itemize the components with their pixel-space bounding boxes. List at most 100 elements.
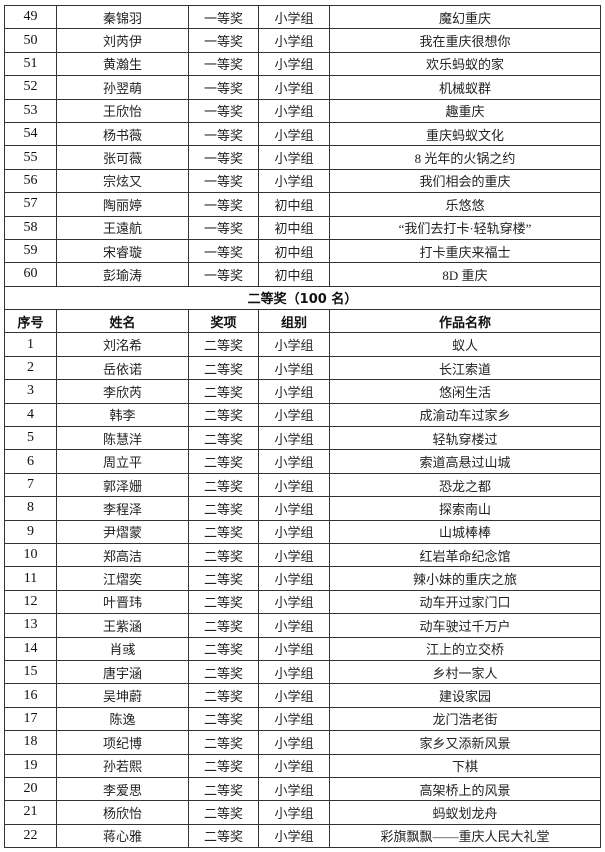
cell-name: 岳依诺 <box>56 355 189 381</box>
cell-no: 17 <box>4 706 57 732</box>
cell-work: 8 光年的火锅之约 <box>329 145 601 170</box>
cell-award: 二等奖 <box>188 636 259 661</box>
cell-no: 4 <box>4 402 57 428</box>
cell-no: 14 <box>4 636 57 661</box>
cell-no: 7 <box>4 472 57 498</box>
cell-no: 59 <box>4 238 57 264</box>
table-row: 18 项纪博 二等奖 小学组 家乡又添新风景 <box>4 730 601 755</box>
cell-work: 下棋 <box>329 753 601 778</box>
cell-name: 陈逸 <box>56 706 189 732</box>
cell-name: 郭泽姗 <box>56 472 189 498</box>
cell-award: 一等奖 <box>188 145 259 170</box>
cell-work: 轻轨穿楼过 <box>329 426 601 451</box>
table-row: 13 王紫涵 二等奖 小学组 动车驶过千万户 <box>4 613 601 638</box>
award-table: 49 秦锦羽 一等奖 小学组 魔幻重庆 50 刘芮伊 一等奖 小学组 我在重庆很想你 51 黄瀚生 一等… <box>4 4 601 849</box>
cell-award: 二等奖 <box>188 800 259 825</box>
cell-group: 小学组 <box>258 683 330 708</box>
header-name: 姓名 <box>56 309 189 334</box>
cell-award: 二等奖 <box>188 519 259 544</box>
table-row: 51 黄瀚生 一等奖 小学组 欢乐蚂蚁的家 <box>4 51 601 77</box>
cell-work: 山城棒棒 <box>329 519 601 544</box>
cell-name: 吴坤蔚 <box>56 683 189 708</box>
table-row: 54 杨书薇 一等奖 小学组 重庆蚂蚁文化 <box>4 121 601 147</box>
cell-name: 尹熠蒙 <box>56 519 189 544</box>
cell-work: 我们相会的重庆 <box>329 168 601 194</box>
cell-no: 53 <box>4 98 57 123</box>
cell-work: 欢乐蚂蚁的家 <box>329 51 601 77</box>
cell-work: 蚁人 <box>329 332 601 357</box>
cell-name: 杨欣怡 <box>56 800 189 825</box>
cell-name: 孙翌萌 <box>56 75 189 100</box>
cell-no: 60 <box>4 262 57 287</box>
cell-award: 一等奖 <box>188 98 259 123</box>
cell-award: 二等奖 <box>188 496 259 521</box>
cell-award: 一等奖 <box>188 168 259 194</box>
table-row: 6 周立平 二等奖 小学组 索道高悬过山城 <box>4 449 601 474</box>
cell-group: 小学组 <box>258 613 330 638</box>
table-row: 55 张可薇 一等奖 小学组 8 光年的火锅之约 <box>4 145 601 170</box>
cell-no: 15 <box>4 659 57 685</box>
cell-name: 孙若熙 <box>56 753 189 778</box>
table-row: 12 叶晋玮 二等奖 小学组 动车开过家门口 <box>4 589 601 615</box>
cell-group: 小学组 <box>258 706 330 732</box>
cell-no: 49 <box>4 4 57 30</box>
cell-award: 二等奖 <box>188 683 259 708</box>
cell-group: 小学组 <box>258 776 330 802</box>
cell-work: 恐龙之都 <box>329 472 601 498</box>
cell-no: 18 <box>4 730 57 755</box>
cell-work: 红岩革命纪念馆 <box>329 542 601 568</box>
table-row: 52 孙翌萌 一等奖 小学组 机械蚁群 <box>4 75 601 100</box>
header-group: 组别 <box>258 309 330 334</box>
table-row: 20 李爱思 二等奖 小学组 高架桥上的风景 <box>4 776 601 802</box>
table-row: 10 郑高洁 二等奖 小学组 红岩革命纪念馆 <box>4 542 601 568</box>
cell-group: 初中组 <box>258 262 330 287</box>
cell-group: 初中组 <box>258 215 330 240</box>
cell-group: 小学组 <box>258 355 330 381</box>
cell-group: 小学组 <box>258 636 330 661</box>
cell-name: 宗炫又 <box>56 168 189 194</box>
cell-group: 小学组 <box>258 379 330 404</box>
cell-group: 小学组 <box>258 589 330 615</box>
cell-award: 二等奖 <box>188 402 259 428</box>
cell-no: 9 <box>4 519 57 544</box>
table-row: 58 王遠航 一等奖 初中组 “我们去打卡·轻轨穿楼” <box>4 215 601 240</box>
table-row: 15 唐宇涵 二等奖 小学组 乡村一家人 <box>4 659 601 685</box>
cell-group: 初中组 <box>258 192 330 217</box>
cell-work: 动车开过家门口 <box>329 589 601 615</box>
cell-award: 一等奖 <box>188 192 259 217</box>
table-row: 22 蒋心雅 二等奖 小学组 彩旗飘飘——重庆人民大礼堂 <box>4 823 601 849</box>
cell-no: 2 <box>4 355 57 381</box>
cell-work: “我们去打卡·轻轨穿楼” <box>329 215 601 240</box>
cell-award: 一等奖 <box>188 75 259 100</box>
cell-name: 黄瀚生 <box>56 51 189 77</box>
cell-name: 宋睿璇 <box>56 238 189 264</box>
cell-group: 小学组 <box>258 449 330 474</box>
cell-work: 动车驶过千万户 <box>329 613 601 638</box>
cell-award: 一等奖 <box>188 4 259 30</box>
table-row: 19 孙若熙 二等奖 小学组 下棋 <box>4 753 601 778</box>
cell-work: 乡村一家人 <box>329 659 601 685</box>
cell-no: 5 <box>4 426 57 451</box>
header-no: 序号 <box>4 309 57 334</box>
cell-award: 二等奖 <box>188 613 259 638</box>
cell-award: 二等奖 <box>188 426 259 451</box>
cell-group: 小学组 <box>258 753 330 778</box>
cell-group: 小学组 <box>258 4 330 30</box>
cell-group: 小学组 <box>258 168 330 194</box>
cell-award: 二等奖 <box>188 730 259 755</box>
cell-group: 小学组 <box>258 51 330 77</box>
cell-work: 乐悠悠 <box>329 192 601 217</box>
table-row: 4 韩李 二等奖 小学组 成渝动车过家乡 <box>4 402 601 428</box>
table-row: 8 李程泽 二等奖 小学组 探索南山 <box>4 496 601 521</box>
cell-no: 19 <box>4 753 57 778</box>
cell-no: 12 <box>4 589 57 615</box>
cell-name: 王欣怡 <box>56 98 189 123</box>
cell-name: 杨书薇 <box>56 121 189 147</box>
cell-no: 13 <box>4 613 57 638</box>
table-row: 49 秦锦羽 一等奖 小学组 魔幻重庆 <box>4 4 601 30</box>
cell-name: 王遠航 <box>56 215 189 240</box>
table-row: 16 吴坤蔚 二等奖 小学组 建设家园 <box>4 683 601 708</box>
cell-work: 魔幻重庆 <box>329 4 601 30</box>
cell-group: 小学组 <box>258 823 330 849</box>
cell-award: 二等奖 <box>188 823 259 849</box>
